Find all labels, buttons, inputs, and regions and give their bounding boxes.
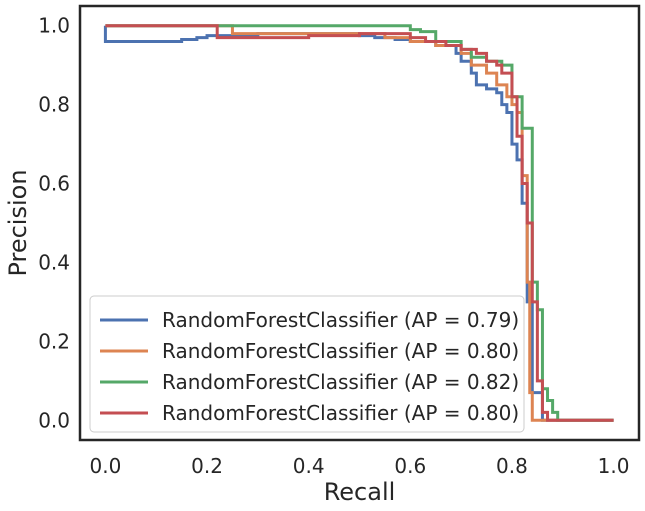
y-axis-label: Precision: [4, 169, 32, 276]
legend-label-4: RandomForestClassifier (AP = 0.80): [162, 401, 519, 425]
plot-frame: [78, 4, 641, 442]
series-line-3: [105, 24, 614, 422]
legend-label-3: RandomForestClassifier (AP = 0.82): [162, 370, 519, 394]
x-axis-ticks: 0.0 0.2 0.4 0.6 0.8 1.0: [90, 454, 630, 478]
legend-label-2: RandomForestClassifier (AP = 0.80): [162, 339, 519, 363]
x-tick-label: 0.8: [496, 454, 528, 478]
series-line-2: [105, 24, 614, 422]
x-tick-label: 0.6: [394, 454, 426, 478]
x-tick-label: 1.0: [598, 454, 630, 478]
series-line-4: [105, 24, 614, 422]
legend-box: [89, 295, 525, 433]
legend-label-1: RandomForestClassifier (AP = 0.79): [162, 308, 519, 332]
x-tick-label: 0.0: [90, 454, 122, 478]
y-tick-label: 0.2: [38, 329, 70, 353]
y-tick-label: 1.0: [38, 14, 70, 38]
y-tick-label: 0.6: [38, 172, 70, 196]
y-tick-label: 0.8: [38, 93, 70, 117]
series-lines: [103, 24, 614, 422]
y-tick-label: 0.0: [38, 408, 70, 432]
y-tick-label: 0.4: [38, 250, 70, 274]
x-tick-label: 0.2: [191, 454, 223, 478]
legend: RandomForestClassifier (AP = 0.79) Random…: [89, 295, 525, 433]
x-axis-label: Recall: [324, 478, 396, 506]
y-axis-ticks: 0.0 0.2 0.4 0.6 0.8 1.0: [38, 14, 70, 433]
x-tick-label: 0.4: [293, 454, 325, 478]
